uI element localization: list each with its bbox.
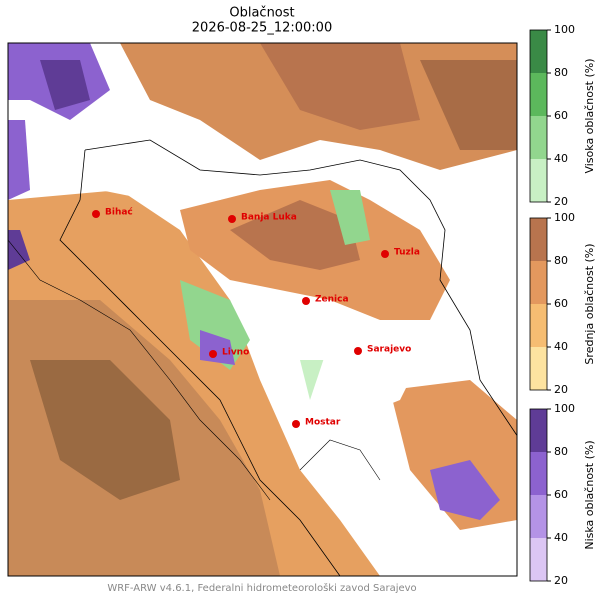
city-label: Sarajevo [367, 345, 411, 355]
colorbar-label: Niska oblačnost (%) [583, 440, 596, 549]
city-marker [354, 347, 362, 355]
colorbar-band [530, 261, 547, 304]
colorbar-band [530, 304, 547, 347]
colorbar-tick-label: 60 [554, 297, 568, 310]
colorbar-tick-label: 100 [554, 211, 575, 224]
colorbar-band [530, 116, 547, 159]
colorbar-label: Srednja oblačnost (%) [583, 243, 596, 364]
colorbar-tick-label: 60 [554, 488, 568, 501]
footer: WRF-ARW v4.6.1, Federalni hidrometeorolo… [107, 582, 416, 594]
city-label: Livno [222, 348, 249, 358]
colorbar-band [530, 495, 547, 538]
colorbar-band [530, 452, 547, 495]
city-label: Tuzla [394, 248, 420, 258]
colorbar-band [530, 159, 547, 202]
colorbar-tick-label: 80 [554, 254, 568, 267]
colorbar-tick-label: 40 [554, 152, 568, 165]
city-marker [92, 210, 100, 218]
colorbar-tick-label: 20 [554, 383, 568, 396]
colorbar-band [530, 73, 547, 116]
city-label: Bihać [105, 207, 133, 218]
colorbar-label: Visoka oblačnost (%) [583, 58, 596, 173]
colorbar-tick-label: 100 [554, 23, 575, 36]
colorbar-band [530, 538, 547, 581]
map [7, 42, 518, 577]
city-label: Banja Luka [241, 213, 297, 223]
colorbar-tick-label: 40 [554, 531, 568, 544]
city-marker [302, 297, 310, 305]
colorbar-tick-label: 20 [554, 195, 568, 208]
colorbar-band [530, 218, 547, 261]
city-marker [228, 215, 236, 223]
colorbar-tick-label: 60 [554, 109, 568, 122]
colorbar-band [530, 409, 547, 452]
colorbar-tick-label: 100 [554, 402, 575, 415]
colorbar-band [530, 30, 547, 73]
colorbar-tick-label: 80 [554, 66, 568, 79]
colorbar-band [530, 347, 547, 390]
subtitle: 2026-08-25_12:00:00 [192, 21, 332, 36]
city-label: Zenica [315, 295, 349, 305]
city-marker [292, 420, 300, 428]
title: Oblačnost [229, 6, 294, 21]
city-marker [381, 250, 389, 258]
colorbar-tick-label: 20 [554, 574, 568, 587]
city-label: Mostar [305, 418, 341, 428]
colorbar-tick-label: 80 [554, 445, 568, 458]
city-marker [209, 350, 217, 358]
colorbar-tick-label: 40 [554, 340, 568, 353]
